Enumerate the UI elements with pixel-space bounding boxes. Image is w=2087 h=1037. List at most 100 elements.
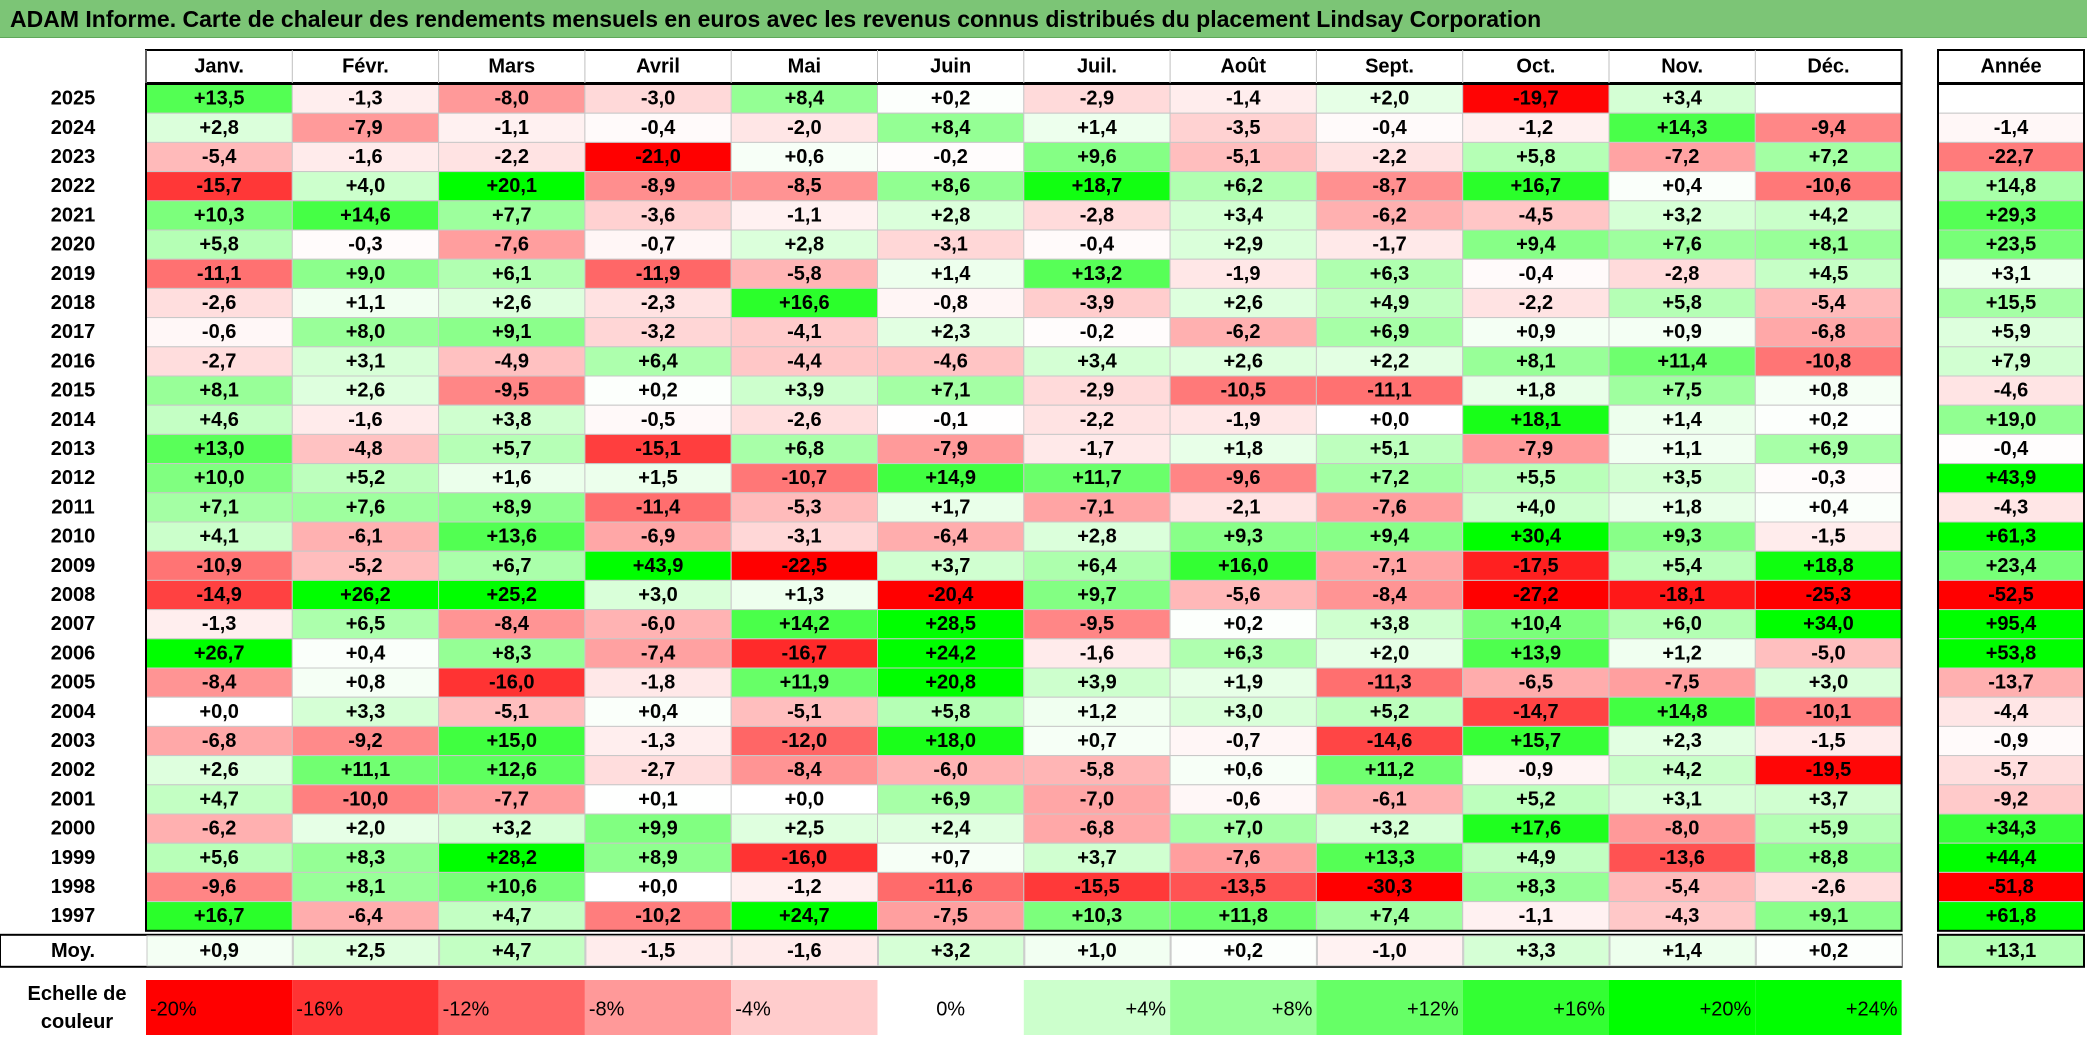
cell-value: +6,3 [1370,263,1409,285]
heatmap-cell [1608,287,1756,319]
year-label: 1997 [51,905,96,927]
heatmap-cell [291,404,440,435]
cell-value: -8,5 [787,175,821,197]
cell-value: -6,4 [348,905,383,927]
cell-value: +24,7 [779,905,830,927]
heatmap-cell [730,784,879,815]
heatmap-cell [1462,638,1610,669]
cell-value: -9,5 [495,380,529,402]
cell-value: +3,4 [1077,350,1117,372]
cell-value: -0,7 [641,234,675,256]
cell-value: +2,8 [931,204,970,226]
heatmap-cell [145,141,293,173]
year-label: 2013 [51,438,96,460]
annual-value: +23,5 [1986,234,2037,256]
heatmap-cell [1608,550,1756,581]
heatmap-cell [1462,755,1610,786]
cell-value: -2,9 [1080,88,1114,110]
heatmap-cell [730,813,879,844]
cell-value: -4,6 [933,350,967,372]
cell-value: +2,9 [1224,234,1263,256]
cell-value: +4,5 [1809,263,1848,285]
cell-value: -1,3 [641,730,675,752]
cell-value: -15,5 [1074,876,1120,898]
heatmap-cell [1315,492,1464,523]
cell-value: +28,2 [486,847,537,869]
cell-value: -0,9 [1519,759,1553,781]
heatmap-cell [877,492,1025,523]
heatmap-cell [291,433,440,465]
year-label: 2007 [51,613,96,635]
cell-value: +10,6 [486,876,537,898]
month-header: Juil. [1077,56,1117,78]
cell-value: +4,7 [199,788,238,810]
cell-value: -10,7 [782,467,828,489]
heatmap-cell [1023,901,1171,932]
cell-value: +1,7 [931,496,970,518]
heatmap-cell [1169,83,1317,114]
heatmap-cell [877,842,1025,873]
cell-value: +0,8 [346,672,385,694]
cell-value: -2,8 [1665,263,1699,285]
heatmap-cell [1754,755,1903,786]
heatmap-cell [1462,463,1610,494]
cell-value: -5,4 [202,146,237,168]
cell-value: +0,0 [199,701,238,723]
cell-value: -7,6 [1372,496,1406,518]
cell-value: +4,2 [1809,204,1848,226]
heatmap-cell [1169,404,1317,435]
heatmap-cell [1169,550,1317,581]
heatmap-cell [438,638,586,669]
heatmap-cell [584,609,732,640]
cell-value: +6,8 [785,438,824,460]
cell-value: +9,0 [346,263,385,285]
cell-value: +4,0 [346,175,385,197]
cell-value: +8,9 [638,847,677,869]
cell-value: +11,7 [1072,467,1122,489]
heatmap-cell [730,171,879,202]
heatmap-cell [438,375,586,406]
cell-value: -1,7 [1080,438,1114,460]
year-label: 2009 [51,555,96,577]
annual-cell [1937,112,2085,143]
cell-value: -16,0 [782,847,828,869]
cell-value: +4,1 [199,526,238,548]
cell-value: +1,9 [1224,672,1263,694]
cell-value: +9,3 [1662,526,1701,548]
heatmap-cell [1608,667,1756,698]
cell-value: +9,9 [638,818,677,840]
year-label: 2021 [51,204,96,226]
average-value: -1,6 [787,940,821,962]
cell-value: +3,4 [1662,88,1702,110]
cell-value: -2,8 [1080,204,1114,226]
cell-value: -3,9 [1080,292,1114,314]
annual-value: -4,6 [1994,380,2028,402]
heatmap-cell [438,258,586,289]
year-label: 2004 [51,701,96,723]
annual-cell [1937,667,2085,698]
average-value: +1,0 [1077,940,1116,962]
cell-value: +5,9 [1809,818,1848,840]
month-header: Mai [788,56,821,78]
year-label: 1998 [51,876,96,898]
cell-value: -6,5 [1519,672,1553,694]
heatmap-cell [438,404,586,435]
cell-value: -14,7 [1513,701,1559,723]
cell-value: +5,8 [931,701,970,723]
heatmap-cell [291,550,440,581]
cell-value: -7,9 [933,438,967,460]
annual-cell [1937,83,2085,114]
heatmap-cell [1169,784,1317,815]
annual-value: -9,2 [1994,788,2028,810]
heatmap-cell [1315,112,1464,143]
cell-value: -0,2 [933,146,967,168]
cell-value: +7,1 [199,496,238,518]
heatmap-cell [730,492,879,523]
cell-value: +11,1 [341,759,391,781]
cell-value: +4,9 [1370,292,1409,314]
average-label: Moy. [51,940,95,962]
cell-value: +0,7 [931,847,970,869]
year-label: 2012 [51,467,96,489]
heatmap-cell [1462,842,1610,873]
cell-value: -6,8 [202,730,236,752]
